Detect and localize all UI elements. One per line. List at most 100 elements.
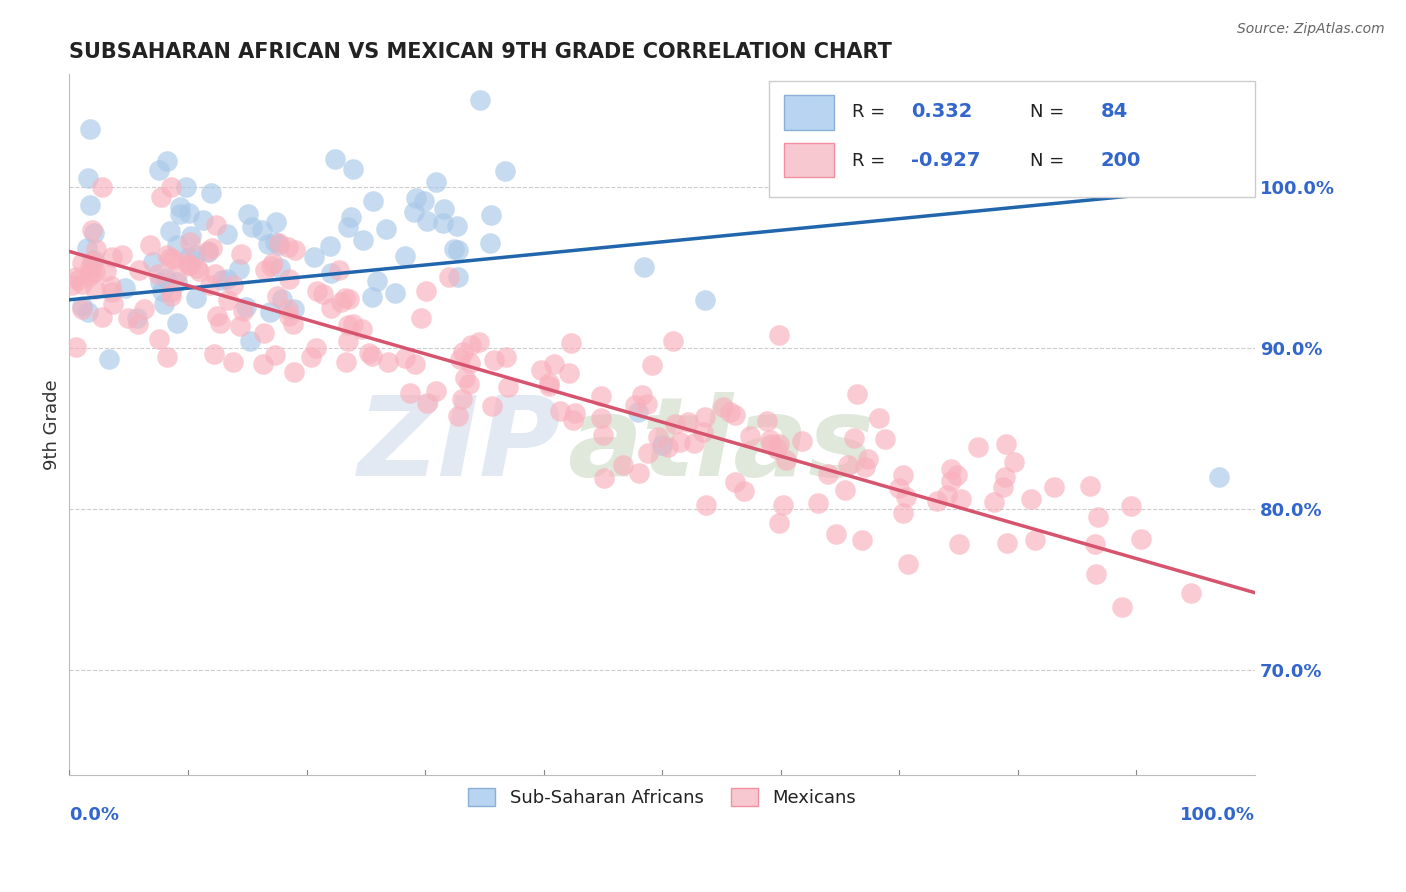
Point bbox=[853, 459, 876, 474]
Point bbox=[79, 121, 101, 136]
Point bbox=[945, 467, 967, 482]
Point bbox=[724, 475, 747, 489]
Point bbox=[179, 250, 201, 264]
Point bbox=[399, 386, 422, 401]
Point bbox=[481, 399, 503, 413]
Point bbox=[377, 354, 399, 368]
Point bbox=[278, 271, 301, 285]
Point bbox=[139, 237, 162, 252]
Point bbox=[627, 466, 650, 480]
Point bbox=[72, 301, 94, 316]
Point bbox=[548, 404, 571, 418]
Point bbox=[169, 207, 191, 221]
Point bbox=[591, 410, 613, 425]
Point bbox=[263, 348, 285, 362]
Point bbox=[733, 484, 755, 499]
Point bbox=[307, 285, 329, 299]
Point bbox=[451, 344, 474, 359]
Point bbox=[91, 310, 114, 325]
Point bbox=[558, 366, 581, 380]
Point bbox=[148, 267, 170, 281]
Point bbox=[166, 316, 188, 330]
Point bbox=[647, 430, 669, 444]
Point bbox=[319, 301, 342, 315]
Point bbox=[1180, 585, 1202, 599]
Point bbox=[350, 321, 373, 335]
Point bbox=[197, 244, 219, 259]
Point bbox=[1208, 470, 1230, 484]
Point bbox=[222, 278, 245, 293]
Point bbox=[460, 337, 482, 351]
Point bbox=[425, 175, 447, 189]
Point bbox=[720, 405, 742, 419]
Point bbox=[1078, 479, 1101, 493]
Point bbox=[939, 475, 962, 489]
Point bbox=[772, 499, 794, 513]
Point bbox=[374, 222, 396, 236]
Point bbox=[657, 440, 679, 454]
Point bbox=[186, 260, 208, 275]
Point bbox=[329, 294, 352, 309]
Point bbox=[283, 365, 305, 379]
Point bbox=[790, 434, 813, 449]
Point bbox=[117, 311, 139, 326]
Point bbox=[70, 299, 93, 313]
Point bbox=[187, 263, 209, 277]
Point bbox=[875, 432, 897, 446]
Point bbox=[768, 516, 790, 530]
Point bbox=[484, 352, 506, 367]
Point bbox=[693, 409, 716, 424]
Point bbox=[640, 358, 662, 372]
Point bbox=[179, 206, 201, 220]
Point bbox=[262, 255, 284, 269]
Legend: Sub-Saharan Africans, Mexicans: Sub-Saharan Africans, Mexicans bbox=[461, 780, 863, 814]
Point bbox=[162, 252, 184, 266]
Point bbox=[80, 223, 103, 237]
Point bbox=[228, 262, 250, 277]
Point bbox=[217, 272, 239, 286]
Point bbox=[305, 342, 328, 356]
Point bbox=[148, 332, 170, 346]
Point bbox=[807, 496, 830, 510]
Point bbox=[153, 297, 176, 311]
Text: N =: N = bbox=[1029, 103, 1064, 120]
Point bbox=[269, 236, 291, 251]
Point bbox=[447, 409, 470, 423]
Point bbox=[142, 255, 165, 269]
Point bbox=[834, 483, 856, 497]
Point bbox=[232, 303, 254, 318]
Point bbox=[405, 191, 427, 205]
Point bbox=[449, 351, 471, 366]
Point bbox=[869, 411, 891, 425]
Point bbox=[83, 265, 105, 279]
Point bbox=[478, 236, 501, 251]
Point bbox=[765, 442, 787, 456]
Point bbox=[281, 318, 304, 332]
Point bbox=[259, 304, 281, 318]
Point bbox=[333, 291, 356, 305]
Point bbox=[1130, 532, 1153, 546]
Point bbox=[416, 214, 439, 228]
Point bbox=[1002, 455, 1025, 469]
Point bbox=[538, 376, 561, 390]
Point bbox=[134, 302, 156, 317]
Point bbox=[842, 431, 865, 445]
Point bbox=[543, 357, 565, 371]
Point bbox=[664, 417, 686, 432]
Point bbox=[204, 268, 226, 282]
Point bbox=[894, 490, 917, 504]
Point bbox=[458, 376, 481, 391]
Point bbox=[125, 310, 148, 325]
Point bbox=[479, 208, 502, 222]
Point bbox=[236, 207, 259, 221]
Text: 100.0%: 100.0% bbox=[1180, 806, 1256, 824]
Point bbox=[159, 180, 181, 194]
Point bbox=[283, 301, 305, 316]
Point bbox=[260, 259, 283, 273]
Point bbox=[724, 408, 747, 422]
Point bbox=[856, 452, 879, 467]
Point bbox=[229, 318, 252, 333]
Point bbox=[631, 388, 654, 402]
Point bbox=[837, 458, 859, 472]
Point bbox=[458, 356, 481, 370]
